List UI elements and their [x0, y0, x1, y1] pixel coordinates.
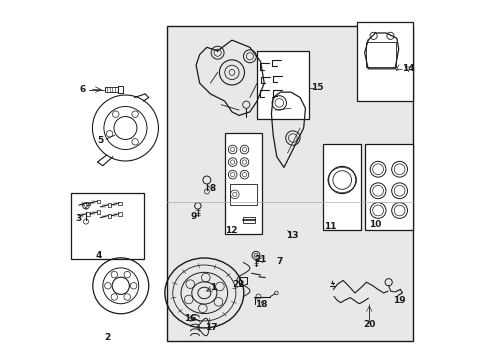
- Text: 14: 14: [402, 64, 414, 73]
- Text: 12: 12: [224, 226, 237, 235]
- Bar: [117, 86, 122, 93]
- Bar: [97, 211, 100, 214]
- Bar: [242, 217, 255, 223]
- Text: 7: 7: [276, 257, 282, 266]
- Text: 21: 21: [254, 256, 267, 265]
- Bar: [366, 42, 395, 67]
- Text: 22: 22: [232, 280, 244, 289]
- Text: 10: 10: [368, 220, 381, 229]
- Text: 15: 15: [310, 83, 323, 92]
- Bar: [357, 22, 412, 101]
- Bar: [364, 144, 412, 230]
- Text: 8: 8: [209, 184, 215, 193]
- Bar: [118, 212, 122, 216]
- Bar: [230, 184, 257, 205]
- Bar: [107, 203, 111, 207]
- Bar: [97, 200, 100, 203]
- Text: 4: 4: [95, 251, 102, 260]
- Bar: [257, 51, 308, 119]
- Bar: [323, 144, 360, 230]
- Bar: [118, 202, 122, 205]
- Text: 11: 11: [323, 222, 335, 231]
- Text: 5: 5: [97, 136, 103, 145]
- Bar: [224, 134, 262, 234]
- Bar: [104, 87, 118, 92]
- Bar: [86, 202, 89, 205]
- Text: 17: 17: [205, 323, 217, 332]
- Text: 9: 9: [190, 212, 196, 221]
- Text: 13: 13: [285, 231, 298, 240]
- Text: 16: 16: [183, 314, 196, 323]
- Text: 20: 20: [363, 320, 375, 329]
- Text: 1: 1: [210, 283, 216, 292]
- Bar: [86, 212, 89, 216]
- Text: 2: 2: [104, 333, 110, 342]
- Text: 6: 6: [79, 85, 85, 94]
- Bar: [70, 193, 144, 259]
- Text: 18: 18: [255, 300, 267, 309]
- Text: 19: 19: [392, 296, 405, 305]
- Bar: [107, 214, 111, 218]
- Text: 3: 3: [76, 214, 82, 223]
- Bar: [167, 26, 412, 341]
